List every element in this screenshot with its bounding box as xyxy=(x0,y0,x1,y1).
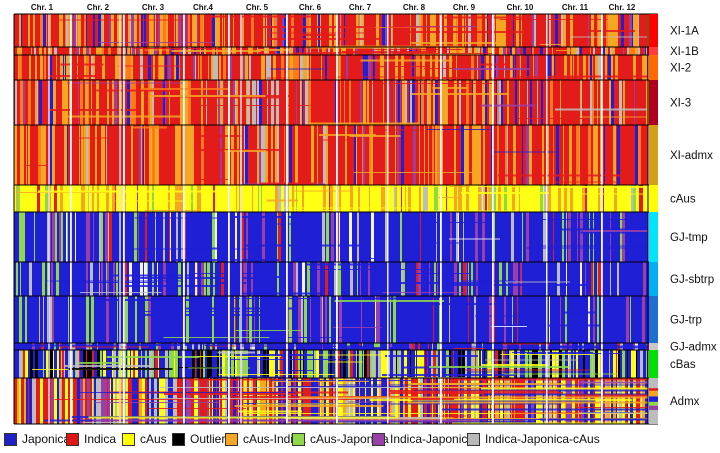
group-label-xi-1b: XI-1B xyxy=(670,46,699,58)
chromosome-separator xyxy=(601,14,603,424)
group-label-gj-admx: GJ-admx xyxy=(670,342,717,354)
legend-label: cAus-Indica xyxy=(243,432,306,446)
chromosome-separator xyxy=(286,14,288,424)
group-label-gj-sbtrp: GJ-sbtrp xyxy=(670,274,714,286)
legend-label: Japonica xyxy=(22,432,71,446)
legend-label: Indica xyxy=(84,432,117,446)
heatmap-band-xi-3 xyxy=(14,80,649,125)
sidebar-swatch-admx xyxy=(649,410,658,424)
legend-label: Outlier xyxy=(190,432,226,446)
haplotype-heatmap xyxy=(13,13,658,425)
legend-swatch xyxy=(122,432,135,446)
legend-label: Indica-Japonica-cAus xyxy=(485,432,600,446)
chromosome-label: Chr. 11 xyxy=(562,3,589,12)
chromosome-separator xyxy=(440,14,442,424)
heatmap-band-xi-1a xyxy=(14,14,650,47)
sidebar-swatch-xi-1b xyxy=(649,47,658,55)
heatmap-band-xi-admx xyxy=(14,125,648,185)
sidebar-swatch-admx xyxy=(649,390,658,397)
chromosome-label: Chr. 12 xyxy=(609,3,636,12)
group-label-xi-1a: XI-1A xyxy=(670,26,699,38)
sidebar-swatch-cbas xyxy=(649,350,658,378)
chromosome-label: Chr. 2 xyxy=(87,3,110,12)
gap-stripe xyxy=(48,14,50,424)
sidebar-swatch-xi-3 xyxy=(649,80,658,125)
sidebar-swatch-xi-1a xyxy=(649,14,658,47)
heatmap-band-caus xyxy=(14,185,648,212)
chromosome-separator xyxy=(336,14,338,424)
legend-swatch xyxy=(372,432,385,446)
group-labels: XI-1A XI-1B XI-2 XI-3 XI-admx cAus GJ-tmp GJ-sb… xyxy=(670,26,717,409)
sidebar-swatch-gj-trp xyxy=(649,296,658,343)
heatmap-band-gj-admx xyxy=(14,343,649,351)
legend-swatch xyxy=(467,432,480,446)
legend-item: Indica-Japonica-cAus xyxy=(467,430,600,448)
group-label-gj-trp: GJ-trp xyxy=(670,315,702,327)
group-label-xi-3: XI-3 xyxy=(670,98,691,110)
sidebar-swatch-admx xyxy=(649,401,658,406)
chromosome-separator xyxy=(546,14,548,424)
chromosome-separator xyxy=(123,14,125,424)
sidebar-swatch-gj-tmp xyxy=(649,212,658,262)
sidebar-swatch-admx xyxy=(649,396,658,402)
sidebar-swatch-admx xyxy=(649,405,658,411)
sidebar-swatch-xi-2 xyxy=(649,55,658,80)
legend: Japonica Indica cAus Outlier cAus-Indica cAus… xyxy=(0,430,720,448)
legend-swatch xyxy=(292,432,305,446)
legend-item: Japonica xyxy=(4,430,70,448)
legend-swatch xyxy=(4,432,17,446)
legend-label: Indica-Japonica xyxy=(390,432,475,446)
heatmap-band-xi-1b xyxy=(14,47,649,56)
chromosome-label: Chr. 9 xyxy=(453,3,476,12)
legend-item: Indica xyxy=(66,430,116,448)
heatmap-band-gj-sbtrp xyxy=(14,262,649,296)
group-label-gj-tmp: GJ-tmp xyxy=(670,232,708,244)
chromosome-label: Chr. 7 xyxy=(349,3,372,12)
sidebar-swatch-xi-admx xyxy=(649,125,658,185)
legend-item: cAus-Japonica xyxy=(292,430,389,448)
sidebar-swatch-admx xyxy=(649,388,658,391)
sidebar-swatch-gj-sbtrp xyxy=(649,262,658,296)
chromosome-separator xyxy=(183,14,185,424)
group-color-sidebar xyxy=(649,14,658,424)
legend-item: Indica-Japonica xyxy=(372,430,474,448)
legend-item: cAus xyxy=(122,430,167,448)
group-label-cbas: cBas xyxy=(670,359,696,371)
legend-label: cAus-Japonica xyxy=(310,432,389,446)
sidebar-swatch-admx xyxy=(649,378,658,389)
sidebar-swatch-gj-admx xyxy=(649,343,658,350)
legend-label: cAus xyxy=(140,432,167,446)
chromosome-separator xyxy=(70,14,72,424)
legend-item: Outlier xyxy=(172,430,225,448)
gap-stripe xyxy=(240,14,242,424)
chromosome-separator xyxy=(228,14,230,424)
heatmap-band-cbas xyxy=(14,350,648,379)
heatmap-band-admx xyxy=(14,378,648,425)
heatmap-band-gj-trp xyxy=(14,296,649,343)
legend-swatch xyxy=(172,432,185,446)
group-label-caus: cAus xyxy=(670,194,696,206)
legend-swatch xyxy=(66,432,79,446)
legend-swatch xyxy=(225,432,238,446)
chromosome-label: Chr. 10 xyxy=(507,3,534,12)
chromosome-label: Chr. 5 xyxy=(246,3,269,12)
gap-stripe xyxy=(119,14,121,424)
chromosome-label: Chr. 3 xyxy=(142,3,165,12)
chromosome-label: Chr. 6 xyxy=(299,3,322,12)
chromosome-labels: Chr. 1 Chr. 2 Chr. 3 Chr.4 Chr. 5 Chr. 6 Chr. … xyxy=(31,3,636,12)
heatmap-band-gj-tmp xyxy=(14,212,648,262)
group-label-xi-admx: XI-admx xyxy=(670,150,713,162)
chromosome-separator xyxy=(387,14,389,424)
legend-item: cAus-Indica xyxy=(225,430,306,448)
group-label-xi-2: XI-2 xyxy=(670,63,691,75)
chromosome-label: Chr.4 xyxy=(193,3,214,12)
chromosome-separator xyxy=(492,14,494,424)
chromosome-label: Chr. 1 xyxy=(31,3,54,12)
chromosome-label: Chr. 8 xyxy=(403,3,426,12)
sidebar-swatch-caus xyxy=(649,185,658,212)
group-label-admx: Admx xyxy=(670,396,700,408)
heatmap-band-xi-2 xyxy=(14,55,648,80)
